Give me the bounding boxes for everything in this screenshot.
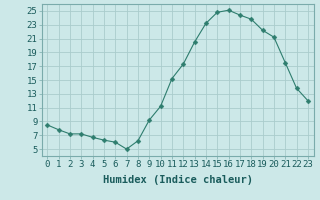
X-axis label: Humidex (Indice chaleur): Humidex (Indice chaleur) <box>103 175 252 185</box>
